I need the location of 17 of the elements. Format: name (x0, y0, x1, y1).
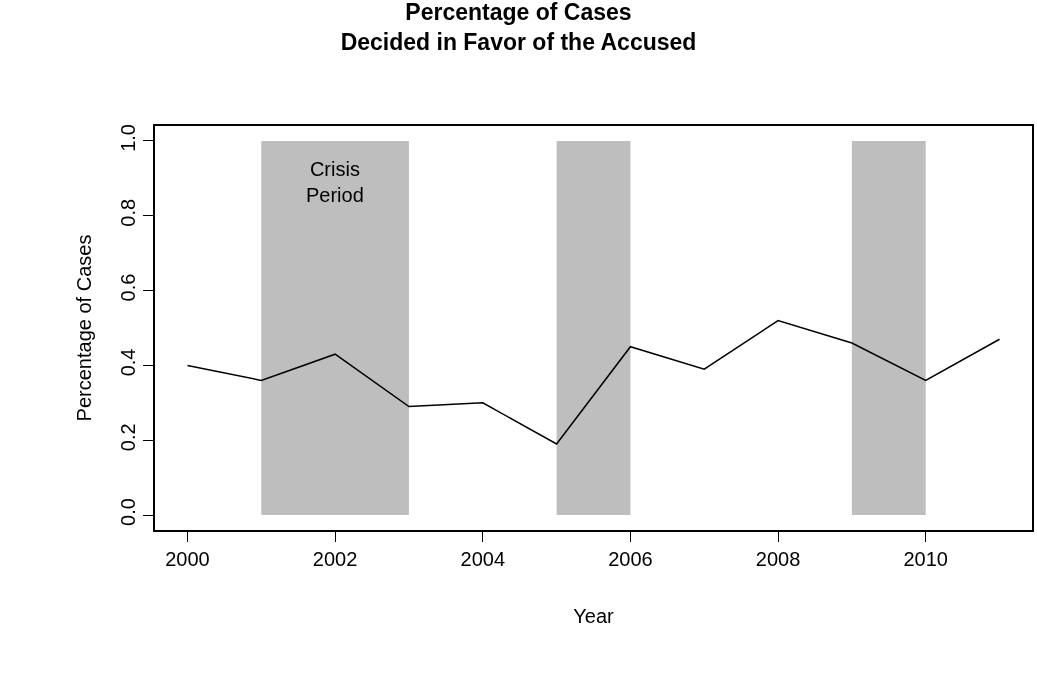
y-tick-label: 0.6 (117, 273, 140, 302)
x-tick-label: 2008 (755, 547, 801, 570)
y-tick-label: 0.2 (117, 423, 140, 452)
y-tick-label: 0.8 (117, 198, 140, 227)
x-tick-label: 2000 (165, 547, 210, 570)
line-series (186, 319, 1001, 445)
x-tick-label: 2010 (903, 547, 948, 570)
y-tick-label: 0.0 (117, 498, 140, 526)
x-tick-label: 2006 (608, 547, 653, 570)
chart-title: Percentage of Cases Decided in Favor of the Accused (340, 0, 697, 56)
x-tick-label: 2004 (460, 547, 506, 570)
band-label: Crisis Period (306, 158, 364, 206)
y-axis-title: Percentage of Cases (73, 234, 96, 422)
x-axis-title: Year (573, 604, 615, 627)
x-tick-label: 2002 (312, 547, 358, 570)
y-tick-label: 1.0 (117, 124, 140, 152)
y-tick-label: 0.4 (117, 348, 140, 377)
